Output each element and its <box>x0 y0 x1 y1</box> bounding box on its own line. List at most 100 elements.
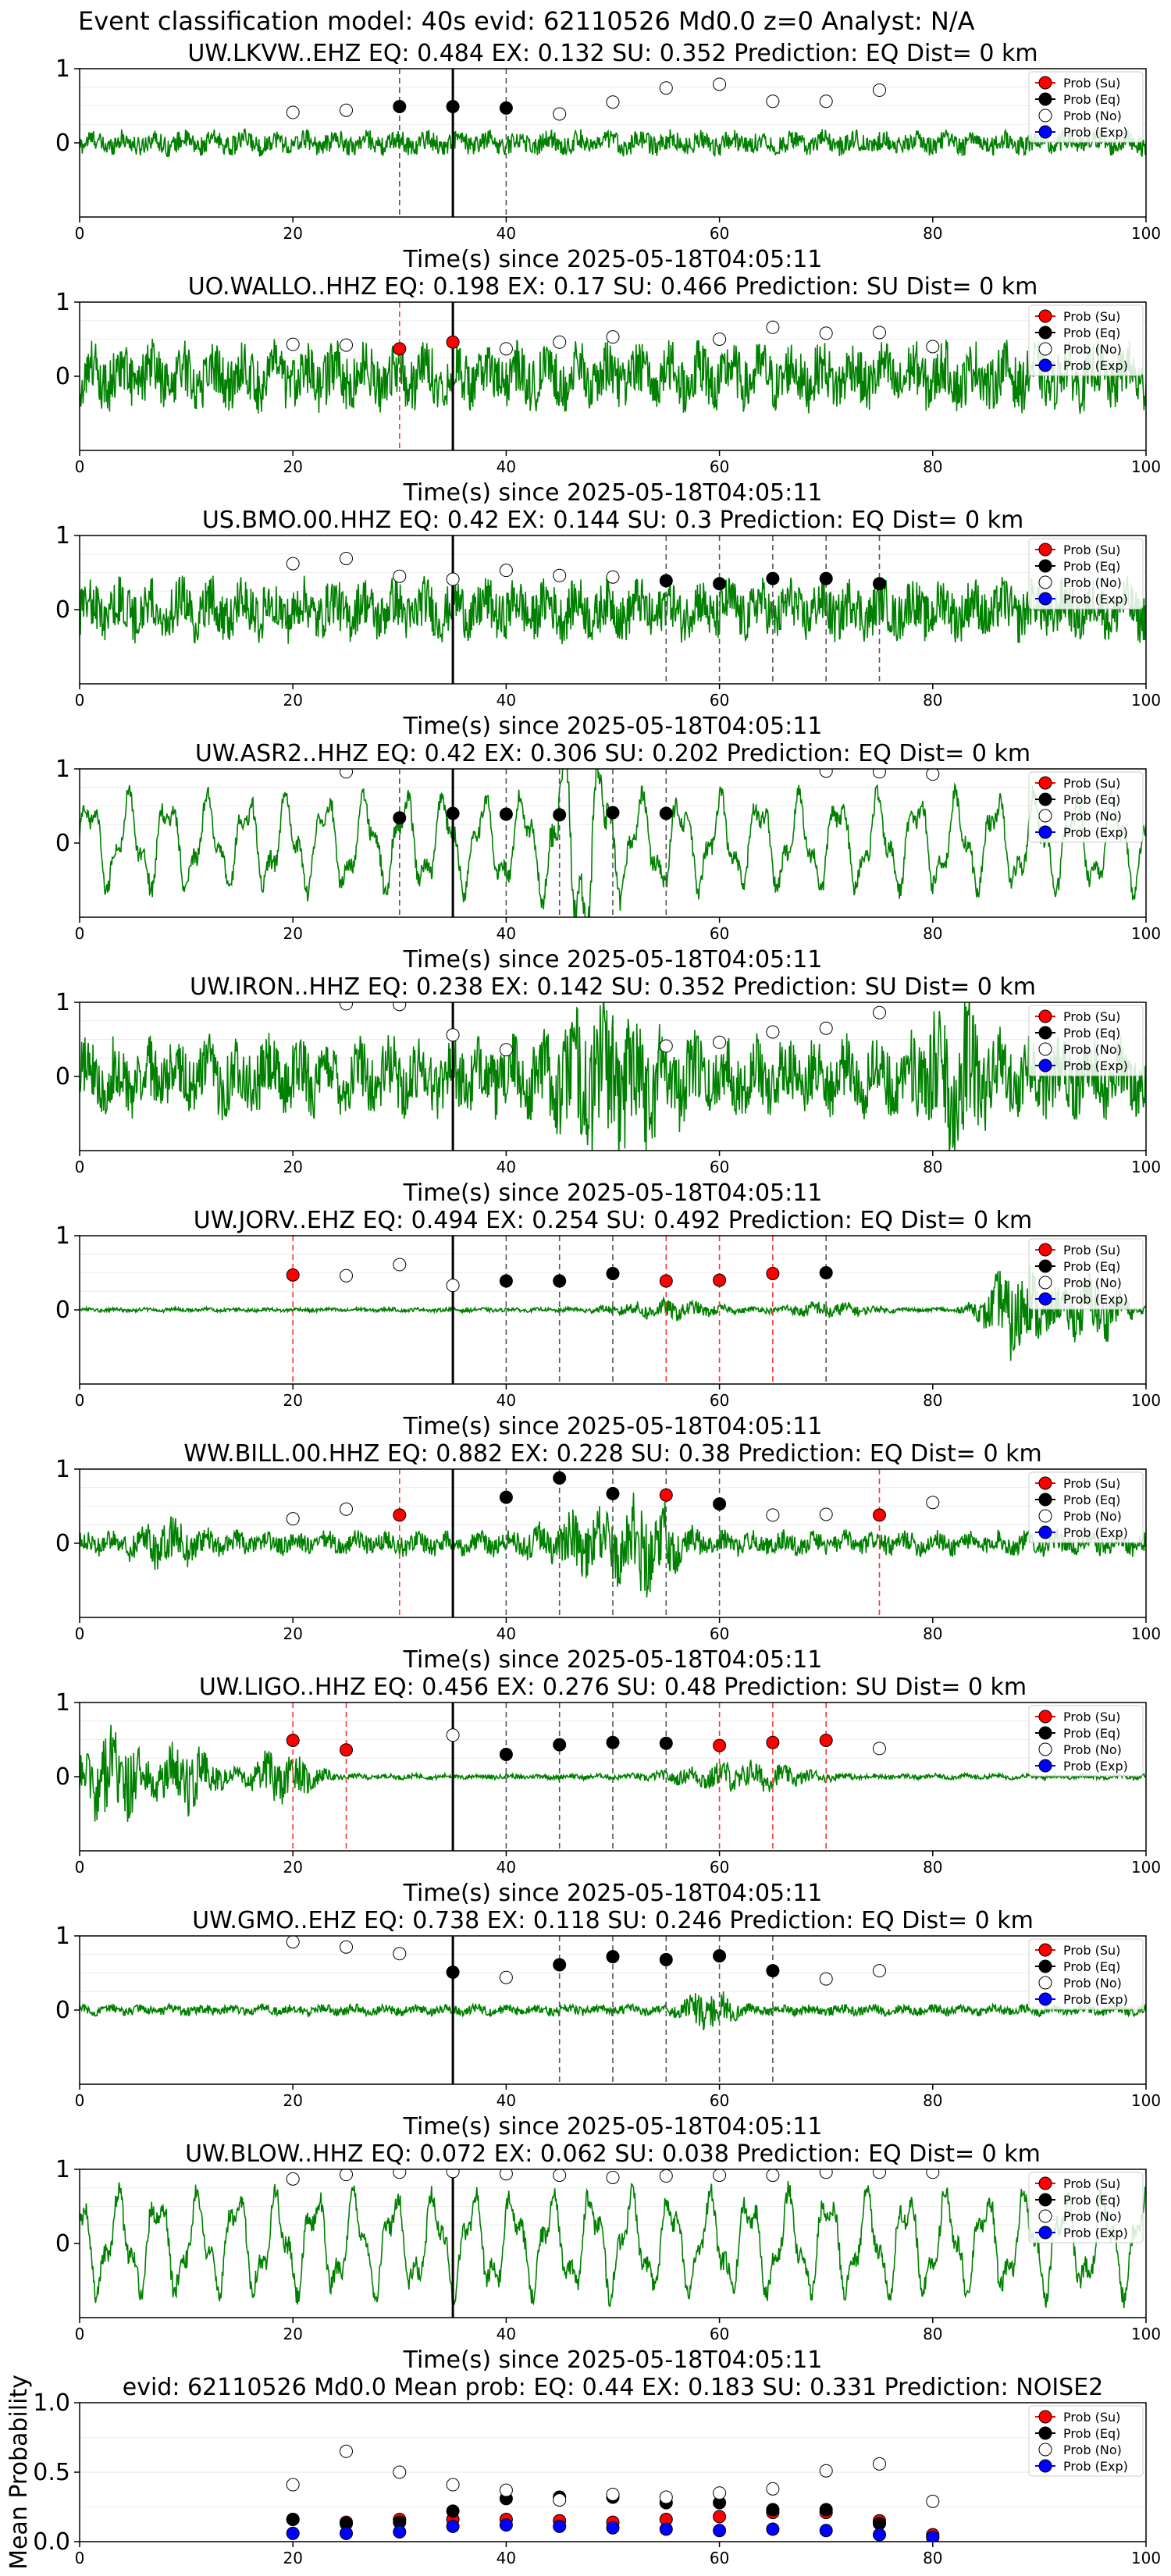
waveform-trace <box>80 339 1146 415</box>
x-tick-label: 40 <box>497 224 516 243</box>
legend-marker <box>1038 543 1052 557</box>
probability-point <box>553 808 567 822</box>
probability-point <box>873 1964 886 1978</box>
legend-marker <box>1038 109 1052 123</box>
legend-marker <box>1038 559 1052 573</box>
legend-box <box>1028 771 1144 843</box>
legend-marker <box>1038 825 1052 839</box>
legend-marker <box>1038 1059 1052 1073</box>
legend-marker <box>1038 2209 1052 2223</box>
y-tick-label: 1 <box>55 1923 70 1950</box>
probability-point <box>340 1502 353 1516</box>
legend-label: Prob (Eq) <box>1063 92 1120 107</box>
x-tick-label: 20 <box>283 924 302 943</box>
x-tick-label: 40 <box>497 457 516 476</box>
y-tick-label: 0 <box>55 830 70 857</box>
legend-marker <box>1038 1509 1052 1523</box>
y-tick-label: 0 <box>55 1530 70 1557</box>
legend-marker <box>1038 1726 1052 1740</box>
probability-point <box>659 806 673 820</box>
probability-point <box>340 551 353 565</box>
legend-marker <box>1038 326 1052 340</box>
legend-label: Prob (No) <box>1063 109 1122 123</box>
legend-label: Prob (Exp) <box>1063 2226 1128 2240</box>
legend-marker <box>1038 309 1052 323</box>
station-panel: UW.LIGO..HHZ EQ: 0.456 EX: 0.276 SU: 0.4… <box>55 1674 1161 1907</box>
legend-marker <box>1038 76 1052 90</box>
probability-point <box>819 1733 833 1747</box>
probability-point <box>499 1043 513 1057</box>
probability-point <box>873 2169 886 2179</box>
x-tick-label: 0 <box>75 691 85 710</box>
mean-probability-point <box>713 2524 727 2538</box>
mean-probability-point <box>873 2528 886 2542</box>
legend-label: Prob (Exp) <box>1063 592 1128 607</box>
probability-point <box>659 574 673 588</box>
y-tick-label: 1 <box>55 1456 70 1483</box>
probability-point <box>553 107 567 121</box>
station-panel: WW.BILL.00.HHZ EQ: 0.882 EX: 0.228 SU: 0… <box>55 1440 1161 1674</box>
x-tick-label: 100 <box>1131 691 1161 710</box>
x-tick-label: 20 <box>283 224 302 243</box>
plot-area <box>80 69 1146 217</box>
legend-label: Prob (Su) <box>1063 1943 1120 1958</box>
mean-probability-point <box>713 2486 727 2500</box>
mean-probability-point <box>766 2482 780 2496</box>
legend-label: Prob (No) <box>1063 1509 1122 1524</box>
legend-label: Prob (No) <box>1063 1976 1122 1991</box>
mean-probability-point <box>286 2526 300 2540</box>
station-panel: UW.IRON..HHZ EQ: 0.238 EX: 0.142 SU: 0.3… <box>55 973 1161 1207</box>
probability-point <box>659 1952 673 1966</box>
x-tick-label: 40 <box>497 2325 516 2343</box>
panel-title: UW.BLOW..HHZ EQ: 0.072 EX: 0.062 SU: 0.0… <box>185 2140 1041 2168</box>
x-tick-label: 80 <box>923 1858 942 1877</box>
legend-marker <box>1038 2443 1052 2457</box>
probability-point <box>713 333 727 346</box>
probability-point <box>713 1738 727 1752</box>
panel-title: UW.JORV..EHZ EQ: 0.494 EX: 0.254 SU: 0.4… <box>194 1207 1032 1234</box>
legend-label: Prob (Eq) <box>1063 2193 1120 2208</box>
probability-point <box>286 1733 300 1747</box>
probability-point <box>553 1471 567 1485</box>
legend-marker <box>1038 2226 1052 2240</box>
probability-point <box>446 1966 460 1980</box>
x-tick-label: 80 <box>923 691 942 710</box>
probability-point <box>873 769 886 779</box>
legend-label: Prob (Eq) <box>1063 559 1120 574</box>
legend-label: Prob (Exp) <box>1063 1759 1128 1774</box>
legend-label: Prob (Eq) <box>1063 792 1120 807</box>
probability-point <box>659 2169 673 2183</box>
legend-marker <box>1038 1243 1052 1257</box>
probability-point <box>926 2169 940 2179</box>
x-tick-label: 60 <box>710 691 729 710</box>
probability-point <box>606 2170 620 2184</box>
mean-probability-point <box>286 2513 300 2527</box>
x-tick-label: 100 <box>1131 2325 1161 2343</box>
probability-point <box>819 94 833 109</box>
probability-point <box>659 1488 673 1502</box>
probability-point <box>340 103 353 117</box>
y-tick-label: 1 <box>55 289 70 316</box>
plot-area <box>80 1469 1146 1617</box>
station-panel: UW.ASR2..HHZ EQ: 0.42 EX: 0.306 SU: 0.20… <box>55 740 1161 973</box>
probability-point <box>393 1508 407 1522</box>
x-axis-label: Time(s) since 2025-05-18T04:05:11 <box>403 946 823 973</box>
legend-label: Prob (No) <box>1063 2209 1122 2224</box>
probability-point <box>766 94 780 109</box>
probability-point <box>286 337 300 351</box>
x-tick-label: 20 <box>283 1158 302 1176</box>
legend-label: Prob (No) <box>1063 1276 1122 1290</box>
probability-point <box>606 1486 620 1500</box>
x-tick-label: 100 <box>1131 2549 1161 2567</box>
legend-label: Prob (Eq) <box>1063 1726 1120 1741</box>
legend-label: Prob (Exp) <box>1063 1992 1128 2007</box>
probability-point <box>606 330 620 344</box>
x-tick-label: 20 <box>283 1624 302 1643</box>
probability-point <box>659 1274 673 1288</box>
x-tick-label: 100 <box>1131 1624 1161 1643</box>
mean-probability-panel: evid: 62110526 Md0.0 Mean prob: EQ: 0.44… <box>5 2374 1161 2570</box>
probability-point <box>446 806 460 820</box>
legend-marker <box>1038 2193 1052 2207</box>
panel-title: US.BMO.00.HHZ EQ: 0.42 EX: 0.144 SU: 0.3… <box>202 507 1023 534</box>
